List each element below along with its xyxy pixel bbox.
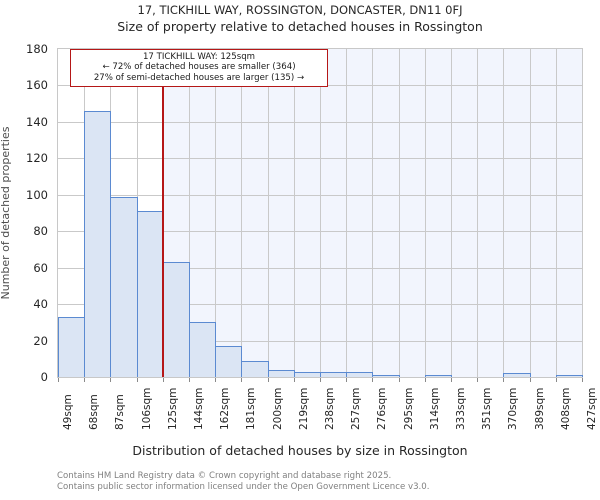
gridline-vertical [556, 49, 557, 377]
x-axis-tick-295sqm: 295sqm [403, 387, 415, 430]
x-axis-tickmark [346, 378, 347, 382]
gridline-vertical [477, 49, 478, 377]
gridline-vertical [346, 49, 347, 377]
chart-title-subtitle: Size of property relative to detached ho… [117, 19, 483, 34]
annotation-line-3: 27% of semi-detached houses are larger (… [93, 72, 305, 83]
bar-49sqm [58, 316, 85, 377]
gridline-vertical [503, 49, 504, 377]
annotation-line-1: 17 TICKHILL WAY: 125sqm [142, 52, 256, 62]
attribution-footer: Contains HM Land Registry data © Crown c… [57, 471, 597, 492]
x-axis-tickmark [163, 378, 164, 382]
bar-162sqm [215, 346, 242, 377]
bar-238sqm [320, 371, 347, 377]
x-axis-tick-314sqm: 314sqm [429, 387, 441, 430]
annotation-line-2: ← 72% of detached houses are smaller (36… [102, 62, 296, 73]
y-axis-tick-60: 60 [33, 260, 48, 275]
bar-219sqm [294, 371, 321, 377]
x-axis-tickmark [582, 378, 583, 382]
bar-408sqm [556, 375, 583, 377]
bar-257sqm [346, 371, 373, 377]
x-axis-tick-257sqm: 257sqm [350, 387, 362, 430]
gridline-vertical [215, 49, 216, 377]
bar-87sqm [110, 196, 138, 377]
gridline-vertical [268, 49, 269, 377]
x-axis-tick-162sqm: 162sqm [219, 387, 231, 430]
x-axis-tickmark [241, 378, 242, 382]
bar-200sqm [268, 369, 295, 377]
annotation-box: 17 TICKHILL WAY: 125sqm ← 72% of detache… [70, 49, 328, 88]
x-axis-tickmark [399, 378, 400, 382]
x-axis-tick-68sqm: 68sqm [88, 394, 100, 430]
gridline-vertical [189, 49, 190, 377]
x-axis-label: Distribution of detached houses by size … [132, 443, 468, 458]
gridline-vertical [425, 49, 426, 377]
x-axis-tickmark [110, 378, 111, 382]
x-axis-tick-144sqm: 144sqm [193, 387, 205, 430]
y-axis-tick-100: 100 [26, 187, 48, 202]
x-axis-tickmark [320, 378, 321, 382]
x-axis-tick-238sqm: 238sqm [324, 387, 336, 430]
plot-area [57, 48, 583, 378]
y-axis-tick-180: 180 [26, 42, 48, 56]
chart-title-address: 17, TICKHILL WAY, ROSSINGTON, DONCASTER,… [137, 3, 463, 17]
y-axis-tick-80: 80 [33, 224, 48, 239]
x-axis-tick-219sqm: 219sqm [298, 387, 310, 430]
x-axis-tick-408sqm: 408sqm [560, 387, 572, 430]
page-title: 17, TICKHILL WAY, ROSSINGTON, DONCASTER,… [0, 2, 600, 35]
footer-line-1: Contains HM Land Registry data © Crown c… [57, 471, 392, 481]
gridline-vertical [241, 49, 242, 377]
x-axis-tick-370sqm: 370sqm [507, 387, 519, 430]
x-axis-tickmark [556, 378, 557, 382]
x-axis-tick-200sqm: 200sqm [272, 387, 284, 430]
x-axis-tick-49sqm: 49sqm [62, 394, 74, 430]
x-axis-tickmark [215, 378, 216, 382]
bar-68sqm [84, 110, 111, 377]
x-axis-tick-181sqm: 181sqm [245, 387, 257, 430]
x-axis-tickmark [294, 378, 295, 382]
y-axis-tick-120: 120 [26, 151, 48, 166]
bar-370sqm [503, 373, 531, 377]
bar-125sqm [163, 262, 190, 377]
x-axis-tickmark [451, 378, 452, 382]
x-axis-tickmark [372, 378, 373, 382]
gridline-vertical [399, 49, 400, 377]
y-axis-tick-40: 40 [33, 297, 48, 312]
y-axis-tick-160: 160 [26, 78, 48, 93]
property-size-marker-line [162, 49, 164, 377]
x-axis-tick-276sqm: 276sqm [376, 387, 388, 430]
gridline-vertical [530, 49, 531, 377]
bar-314sqm [425, 375, 452, 377]
x-axis-tickmark [530, 378, 531, 382]
x-axis-tick-389sqm: 389sqm [534, 387, 546, 430]
x-axis-tickmark [58, 378, 59, 382]
gridline-vertical [451, 49, 452, 377]
x-axis-tickmark [503, 378, 504, 382]
gridline-vertical [320, 49, 321, 377]
x-axis-tick-125sqm: 125sqm [167, 387, 179, 430]
x-axis-tick-427sqm: 427sqm [586, 387, 598, 430]
x-axis-tick-333sqm: 333sqm [455, 387, 467, 430]
y-axis-tick-0: 0 [40, 370, 48, 384]
gridline-vertical [372, 49, 373, 377]
gridline-vertical [294, 49, 295, 377]
bar-276sqm [372, 375, 400, 377]
x-axis-tickmark [425, 378, 426, 382]
footer-line-2: Contains public sector information licen… [57, 481, 430, 492]
x-axis-tickmark [84, 378, 85, 382]
bar-106sqm [137, 211, 164, 377]
x-axis-tick-106sqm: 106sqm [141, 387, 153, 430]
y-axis-tick-140: 140 [26, 114, 48, 129]
y-axis-tick-20: 20 [33, 333, 48, 348]
x-axis-tickmark [477, 378, 478, 382]
x-axis-tick-351sqm: 351sqm [481, 387, 493, 430]
bar-144sqm [189, 322, 216, 377]
x-axis-tickmark [268, 378, 269, 382]
bar-181sqm [241, 360, 269, 377]
x-axis-tick-87sqm: 87sqm [114, 394, 126, 430]
x-axis-tickmark [137, 378, 138, 382]
x-axis-tickmark [189, 378, 190, 382]
